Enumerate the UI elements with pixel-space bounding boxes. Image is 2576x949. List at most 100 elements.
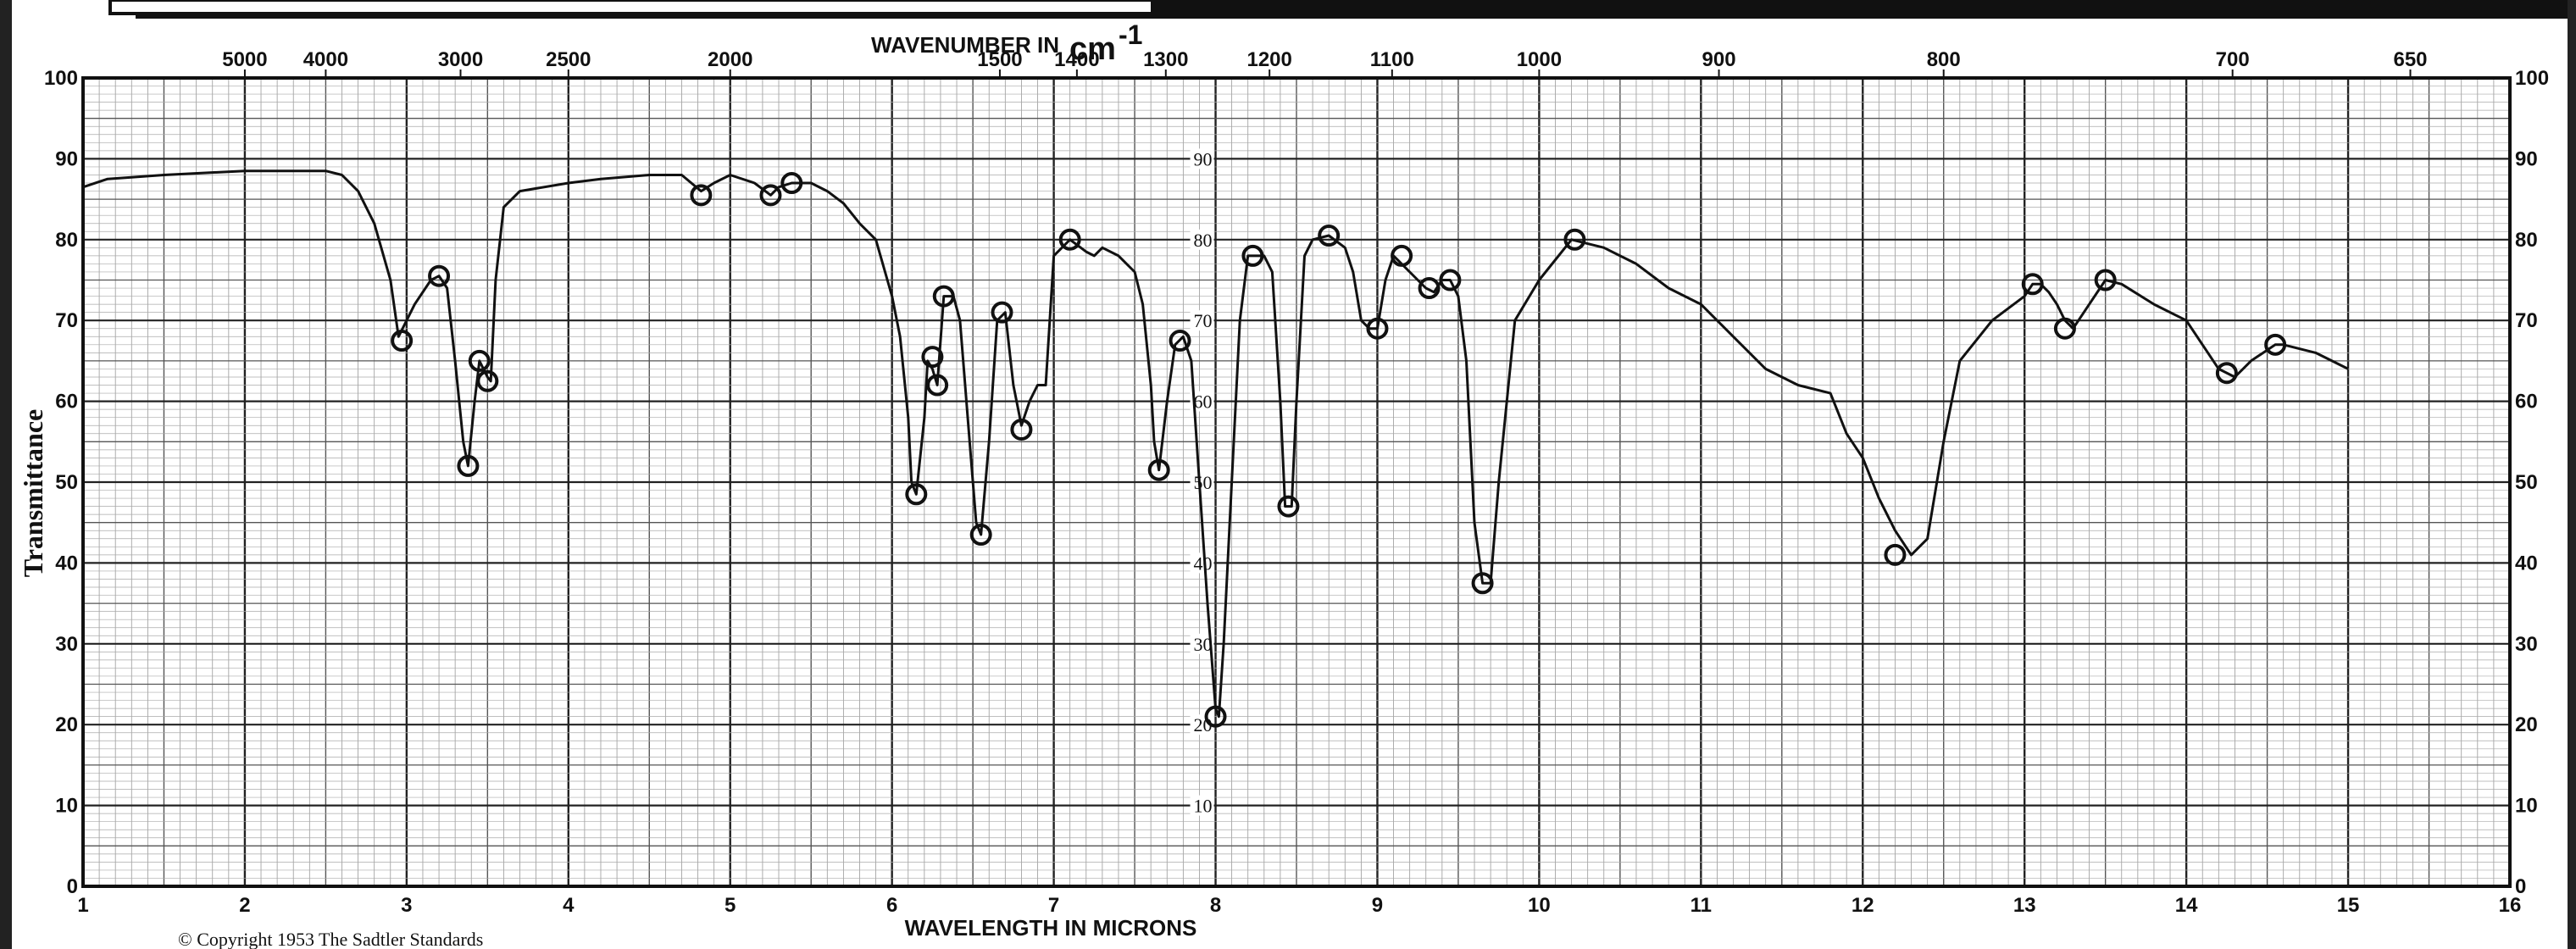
x-tick-label: 5 bbox=[724, 894, 736, 917]
x-tick-label: 6 bbox=[886, 894, 897, 917]
y-tick-label-left: 80 bbox=[55, 229, 78, 252]
y-tick-label-center-bg bbox=[1190, 229, 1214, 250]
peak-marker bbox=[468, 349, 491, 372]
top-tick-label: 1500 bbox=[977, 48, 1022, 71]
y-tick-label-left: 40 bbox=[55, 552, 78, 574]
top-tick-label: 700 bbox=[2216, 48, 2250, 71]
peak-marker bbox=[1147, 458, 1170, 481]
y-tick-label-right: 50 bbox=[2515, 471, 2538, 494]
y-tick-label-center-bg bbox=[1190, 795, 1214, 816]
y-tick-label-left: 10 bbox=[55, 795, 78, 818]
y-tick-label-left: 90 bbox=[55, 147, 78, 170]
top-tick-label: 4000 bbox=[303, 48, 348, 71]
peak-marker bbox=[1391, 244, 1413, 267]
y-tick-label-center: 50 bbox=[1194, 472, 1213, 493]
peak-marker bbox=[1204, 705, 1227, 728]
peak-marker bbox=[391, 330, 414, 352]
y-tick-label-center-bg bbox=[1190, 310, 1214, 331]
x-tick-label: 8 bbox=[1210, 894, 1221, 917]
peak-marker bbox=[2053, 317, 2076, 340]
peak-marker bbox=[932, 285, 955, 308]
y-tick-label-left: 50 bbox=[55, 471, 78, 494]
frame-layer bbox=[81, 76, 2512, 888]
top-tick-label: 2000 bbox=[708, 48, 752, 71]
y-tick-label-center-bg bbox=[1190, 148, 1214, 169]
x-tick-label: 16 bbox=[2499, 894, 2522, 917]
top-tick-label: 650 bbox=[2393, 48, 2427, 71]
peak-marker bbox=[969, 524, 992, 547]
peak-marker bbox=[780, 172, 803, 195]
top-tick-label: 1400 bbox=[1054, 48, 1099, 71]
peak-marker bbox=[2021, 273, 2044, 296]
x-tick-label: 14 bbox=[2175, 894, 2198, 917]
peak-marker bbox=[921, 346, 944, 369]
footer-note: © Copyright 1953 The Sadtler Standards bbox=[178, 929, 483, 949]
peak-marker bbox=[1058, 228, 1081, 251]
top-axis-title: WAVENUMBER IN bbox=[871, 32, 1059, 58]
x-tick-label: 13 bbox=[2013, 894, 2036, 917]
y-tick-label-left: 0 bbox=[67, 875, 78, 898]
y-tick-label-left: 30 bbox=[55, 633, 78, 656]
y-tick-label-center: 80 bbox=[1194, 230, 1213, 251]
peak-marker bbox=[905, 483, 928, 506]
top-tick-label: 900 bbox=[1702, 48, 1736, 71]
peak-marker bbox=[1563, 228, 1586, 251]
y-tick-label-left: 100 bbox=[44, 67, 78, 90]
peak-marker bbox=[2264, 333, 2287, 356]
y-tick-label-right: 10 bbox=[2515, 795, 2538, 818]
peak-marker bbox=[690, 184, 713, 207]
grid-layer bbox=[81, 76, 2512, 888]
top-axis-unit-exponent: -1 bbox=[1119, 19, 1142, 50]
y-tick-label-center-bg bbox=[1190, 472, 1214, 492]
top-tick-label: 800 bbox=[1927, 48, 1961, 71]
left-edge-strip bbox=[0, 0, 12, 949]
y-tick-label-center: 90 bbox=[1194, 148, 1213, 169]
x-tick-label: 3 bbox=[401, 894, 412, 917]
top-tick-label: 2500 bbox=[546, 48, 591, 71]
x-tick-label: 1 bbox=[77, 894, 88, 917]
right-edge-strip bbox=[2568, 0, 2576, 949]
peak-marker bbox=[759, 184, 782, 207]
peak-marker bbox=[476, 369, 499, 392]
y-tick-label-left: 70 bbox=[55, 309, 78, 332]
peak-marker bbox=[428, 264, 451, 287]
peak-marker bbox=[2215, 362, 2238, 385]
top-tick-label: 1000 bbox=[1517, 48, 1562, 71]
peak-marker bbox=[991, 301, 1013, 324]
y-tick-label-center: 10 bbox=[1194, 796, 1213, 817]
y-tick-label-right: 100 bbox=[2515, 67, 2549, 90]
y-tick-label-center: 60 bbox=[1194, 391, 1213, 413]
peak-marker bbox=[1277, 495, 1300, 518]
x-tick-label: 11 bbox=[1690, 894, 1712, 917]
y-tick-label-right: 40 bbox=[2515, 552, 2538, 574]
y-tick-label-right: 60 bbox=[2515, 391, 2538, 413]
peak-marker bbox=[1241, 244, 1264, 267]
x-tick-label: 7 bbox=[1048, 894, 1059, 917]
peak-marker bbox=[457, 454, 480, 477]
x-tick-label: 10 bbox=[1528, 894, 1551, 917]
peak-marker bbox=[1010, 418, 1033, 441]
y-tick-label-center-bg bbox=[1190, 552, 1214, 574]
peak-marker bbox=[1439, 269, 1462, 291]
peak-marker bbox=[1318, 225, 1341, 247]
top-tick-label: 1300 bbox=[1143, 48, 1188, 71]
y-tick-label-center: 30 bbox=[1194, 634, 1213, 655]
y-tick-label-left: 60 bbox=[55, 391, 78, 413]
peak-marker bbox=[1884, 543, 1907, 566]
top-axis-unit: cm bbox=[1069, 31, 1116, 67]
peak-marker bbox=[926, 374, 949, 397]
x-tick-label: 9 bbox=[1372, 894, 1383, 917]
header-frame-inner bbox=[108, 0, 1154, 15]
y-tick-label-right: 70 bbox=[2515, 309, 2538, 332]
y-tick-label-center: 70 bbox=[1194, 310, 1213, 331]
x-tick-label: 2 bbox=[239, 894, 250, 917]
peak-marker bbox=[1418, 277, 1441, 300]
x-tick-label: 15 bbox=[2337, 894, 2360, 917]
x-tick-label: 4 bbox=[563, 894, 575, 917]
top-tick-label: 1200 bbox=[1246, 48, 1291, 71]
y-tick-label-center: 40 bbox=[1194, 552, 1213, 574]
top-tick-label: 3000 bbox=[438, 48, 483, 71]
x-tick-label: 12 bbox=[1852, 894, 1874, 917]
